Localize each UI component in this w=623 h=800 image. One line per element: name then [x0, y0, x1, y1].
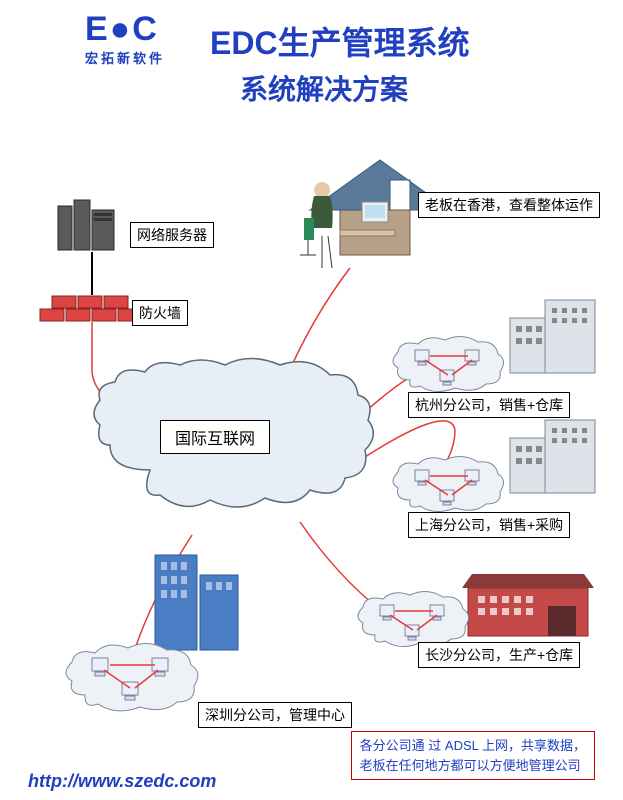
branch-1-label: 上海分公司，销售+采购 [408, 512, 570, 538]
branch-2-label: 长沙分公司，生产+仓库 [418, 642, 580, 668]
branch-0-label: 杭州分公司，销售+仓库 [408, 392, 570, 418]
server-label: 网络服务器 [130, 222, 214, 248]
diagram-canvas: E●C 宏拓新软件 EDC生产管理系统 系统解决方案 国际互联网 网络服务器 防… [0, 0, 623, 800]
branch-3-label: 深圳分公司，管理中心 [198, 702, 352, 728]
cloud-hangzhou [393, 336, 504, 391]
building-hangzhou [510, 300, 595, 373]
firewall-label: 防火墙 [132, 300, 188, 326]
building-shenzhen [155, 555, 238, 650]
footer-note: 各分公司通 过 ADSL 上网，共享数据， 老板在任何地方都可以方便地管理公司 [351, 731, 595, 780]
logo-text: E●C [85, 10, 159, 49]
server-icon [58, 200, 114, 250]
internet-label: 国际互联网 [160, 420, 270, 454]
title-main: EDC生产管理系统 [210, 18, 470, 64]
firewall-icon [40, 296, 142, 321]
logo-subtitle: 宏拓新软件 [85, 48, 165, 67]
boss-label: 老板在香港，查看整体运作 [418, 192, 600, 218]
building-shanghai [510, 420, 595, 493]
cloud-changsha [358, 591, 469, 646]
footer-note-line1: 各分公司通 过 ADSL 上网，共享数据， [360, 738, 586, 753]
footer-note-line2: 老板在任何地方都可以方便地管理公司 [360, 758, 581, 773]
footer-url[interactable]: http://www.szedc.com [28, 771, 216, 792]
cloud-shanghai [393, 456, 504, 511]
cloud-shenzhen [66, 643, 198, 710]
building-changsha [462, 574, 594, 636]
title-sub: 系统解决方案 [240, 68, 408, 108]
